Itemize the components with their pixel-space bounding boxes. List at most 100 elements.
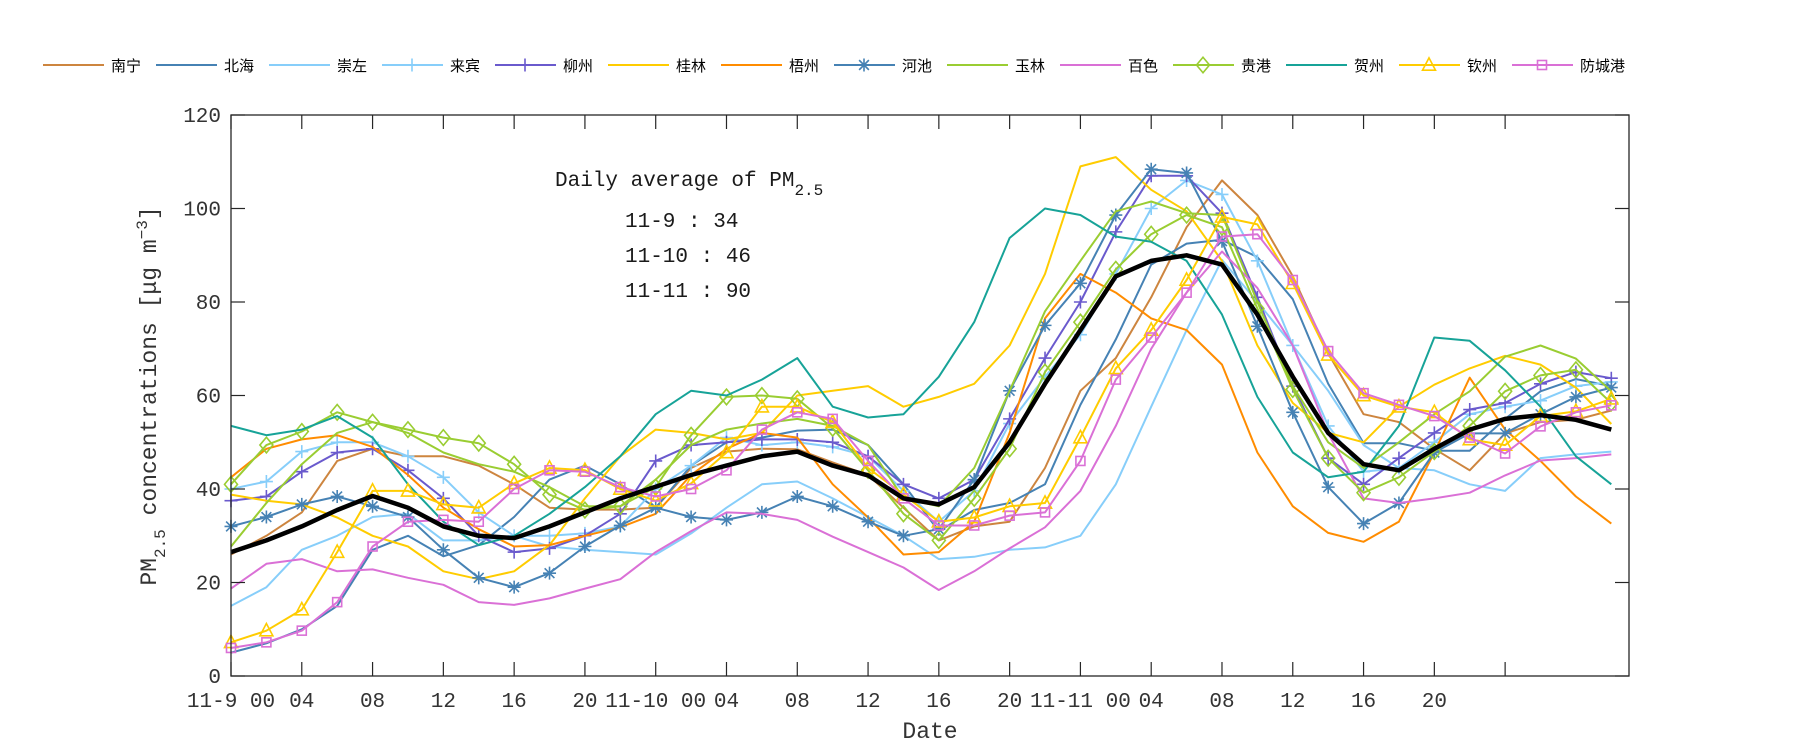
data-point-square: [650, 491, 662, 502]
data-point-triangle: [1143, 321, 1160, 337]
data-point-triangle: [293, 600, 310, 616]
daily-average-annotation: Daily average of PM2.5 11-9 : 34 11-10 :…: [555, 170, 823, 304]
data-point-plus: [1073, 295, 1087, 309]
data-point-plus: [1215, 187, 1229, 201]
series-2: [230, 258, 1612, 607]
legend-item: 南宁: [43, 57, 141, 75]
legend: 南宁 北海 崇左 来宾 柳州 桂林 梧州 河池 玉林 百色 贵港 贺州 钦州 防城港: [43, 55, 1625, 75]
y-tick-label: 120: [183, 106, 221, 129]
data-point-plus: [507, 545, 521, 559]
legend-item: 百色: [1060, 57, 1158, 75]
legend-label: 桂林: [676, 57, 706, 75]
legend-label: 玉林: [1015, 57, 1045, 75]
series-12: [223, 208, 1620, 649]
data-point-triangle: [647, 491, 664, 507]
series-7: [224, 162, 1618, 594]
series-3: [224, 173, 1618, 543]
data-point-star: [330, 489, 344, 503]
series-6: [230, 272, 1612, 556]
data-point-star: [1357, 517, 1371, 531]
legend-label: 钦州: [1467, 57, 1497, 75]
data-point-star: [861, 515, 875, 529]
y-tick-label: 80: [196, 293, 221, 316]
data-point-star: [578, 540, 592, 554]
data-point-square: [1464, 432, 1476, 443]
data-point-square: [1429, 410, 1440, 422]
data-point-triangle: [541, 459, 558, 474]
legend-label: 北海: [224, 57, 254, 75]
data-point-star: [1569, 390, 1583, 404]
series-line: [230, 258, 1612, 607]
data-point-square: [1499, 448, 1511, 459]
data-point-square: [331, 596, 343, 608]
y-axis-title-sub: 2.5: [152, 529, 170, 558]
data-point-star: [755, 505, 769, 519]
series-line: [230, 214, 1612, 542]
data-point-triangle: [1178, 271, 1195, 287]
data-point-square: [473, 516, 485, 528]
data-point-triangle: [1072, 428, 1089, 444]
data-point-star: [896, 529, 910, 543]
x-tick-label: 11-9 00: [187, 691, 275, 714]
data-point-star: [259, 510, 273, 524]
data-point-square: [1216, 231, 1228, 242]
annotation-title: Daily average of PM: [555, 170, 794, 193]
data-point-square: [615, 481, 626, 493]
annotation-line: 11-10 : 46: [625, 246, 751, 269]
data-point-triangle: [754, 397, 770, 413]
legend-label: 贵港: [1241, 57, 1271, 75]
data-point-square: [1252, 228, 1263, 240]
legend-item: 玉林: [947, 57, 1045, 75]
series-line: [230, 250, 1612, 606]
series-line: [230, 272, 1612, 556]
data-point-diamond: [683, 426, 699, 445]
data-point-diamond: [612, 497, 628, 516]
mean-line: [230, 253, 1612, 555]
data-point-plus: [790, 432, 804, 446]
data-point-plus: [826, 435, 840, 449]
data-point-star: [684, 510, 698, 524]
data-point-square: [579, 466, 591, 478]
annotation-line: 11-9 : 34: [625, 211, 738, 234]
data-point-diamond: [1320, 449, 1336, 468]
x-tick-label: 08: [785, 691, 810, 714]
data-point-plus: [755, 432, 769, 446]
legend-marker-diamond: [1195, 55, 1211, 75]
data-point-square: [544, 464, 555, 476]
data-point-star: [507, 580, 521, 594]
x-tick-label: 20: [997, 691, 1022, 714]
data-point-square: [1535, 421, 1546, 432]
data-point-diamond: [825, 419, 841, 438]
data-point-plus: [684, 459, 698, 473]
x-tick-label: 08: [1209, 691, 1234, 714]
x-tick-label: 04: [1139, 691, 1164, 714]
data-point-star: [649, 501, 663, 515]
data-point-plus: [543, 529, 557, 543]
data-point-diamond: [1497, 382, 1513, 401]
data-point-triangle: [329, 543, 346, 559]
data-point-square: [367, 541, 378, 552]
data-point-diamond: [1391, 468, 1407, 487]
legend-label: 贺州: [1354, 57, 1384, 75]
data-point-square: [1322, 345, 1334, 357]
y-tick-label: 20: [196, 574, 221, 597]
data-point-plus: [436, 470, 450, 484]
data-point-square: [402, 516, 414, 528]
data-point-star: [366, 499, 380, 513]
data-point-diamond: [541, 485, 558, 504]
legend-label: 南宁: [111, 57, 141, 75]
data-point-square: [968, 520, 980, 531]
legend-item: 北海: [156, 57, 254, 75]
data-point-square: [296, 625, 308, 636]
data-point-triangle: [966, 508, 983, 524]
data-point-star: [1321, 480, 1335, 494]
data-point-square: [1181, 287, 1192, 298]
y-tick-label: 0: [208, 667, 221, 690]
data-point-triangle: [1284, 274, 1301, 290]
data-point-diamond: [329, 403, 345, 422]
data-point-square: [1075, 455, 1086, 467]
data-point-square: [1039, 507, 1051, 518]
legend-label: 百色: [1128, 57, 1158, 75]
data-point-plus: [401, 449, 415, 463]
